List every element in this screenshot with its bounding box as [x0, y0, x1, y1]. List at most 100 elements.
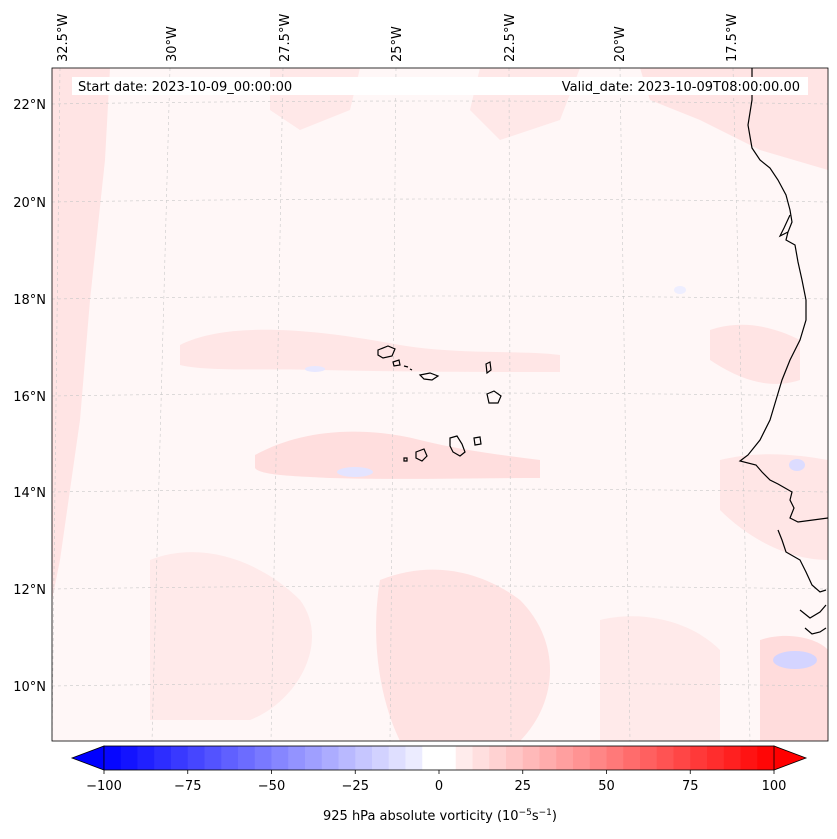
colorbar-segment	[221, 746, 239, 770]
colorbar-segment	[372, 746, 390, 770]
africa-coastline	[738, 68, 828, 635]
colorbar-ticks: −100 −75 −50 −25 0 25 50 75 100	[86, 770, 786, 794]
latitude-labels: 22°N 20°N 18°N 16°N 14°N 12°N 10°N	[13, 98, 46, 695]
meridian-line	[508, 68, 512, 741]
colorbar-segment	[238, 746, 256, 770]
colorbar-segment	[120, 746, 138, 770]
colorbar-segment	[539, 746, 557, 770]
colorbar-segment	[355, 746, 373, 770]
colorbar-segment	[104, 746, 122, 770]
colorbar-segment	[673, 746, 691, 770]
parallel-line	[52, 198, 828, 203]
lat-label: 12°N	[13, 583, 46, 598]
meridian-line	[389, 68, 397, 741]
lat-label: 14°N	[13, 486, 46, 501]
colorbar-segment	[154, 746, 172, 770]
colorbar-tick-label: −50	[258, 779, 285, 794]
lat-label: 18°N	[13, 293, 46, 308]
meridian-line	[151, 68, 171, 741]
colorbar-segment	[640, 746, 658, 770]
colorbar-tick-label: 0	[435, 779, 443, 794]
vorticity-patch	[674, 286, 686, 294]
colorbar-segment	[723, 746, 741, 770]
parallel-line	[52, 392, 828, 397]
valid-date-label: Valid_date: 2023-10-09T08:00:00.00	[562, 80, 800, 95]
graticule	[52, 68, 828, 741]
vorticity-patch	[180, 329, 560, 372]
island-santo-antao	[377, 345, 396, 359]
colorbar-tick-label: −75	[174, 779, 201, 794]
lon-label: 32.5°W	[56, 14, 71, 62]
colorbar-segment	[187, 746, 205, 770]
colorbar-segment	[556, 746, 574, 770]
vorticity-patch	[52, 68, 110, 600]
start-date-box	[72, 77, 312, 95]
colorbar-segment	[589, 746, 607, 770]
colorbar-segment	[305, 746, 323, 770]
vorticity-patch	[376, 569, 550, 741]
coast-detail	[778, 214, 791, 238]
colorbar-segment	[405, 746, 423, 770]
colorbar-segment	[707, 746, 725, 770]
parallel-line	[52, 585, 828, 590]
lon-label: 27.5°W	[278, 14, 293, 62]
colorbar-segment	[137, 746, 155, 770]
colorbar-segments	[104, 746, 775, 770]
parallel-line	[52, 488, 828, 493]
vorticity-patch	[150, 552, 312, 720]
island-santiago	[449, 435, 466, 457]
colorbar-segment	[522, 746, 540, 770]
lon-label: 25°W	[390, 26, 405, 62]
colorbar-high-extend	[773, 745, 808, 771]
vorticity-patch	[773, 651, 817, 669]
colorbar-segment	[388, 746, 406, 770]
island-boa-vista	[486, 390, 502, 404]
colorbar-segment	[171, 746, 189, 770]
island-sal	[485, 361, 492, 375]
colorbar-segment	[204, 746, 222, 770]
island-brava	[403, 457, 408, 462]
lat-label: 10°N	[13, 680, 46, 695]
vorticity-patch	[710, 324, 800, 384]
colorbar-segment	[321, 746, 339, 770]
lon-label: 22.5°W	[503, 14, 518, 62]
colorbar-segment	[455, 746, 473, 770]
colorbar-title: 925 hPa absolute vorticity (10−5s−1)	[323, 808, 557, 824]
vorticity-patch	[255, 431, 540, 479]
cape-verde-islands	[377, 345, 502, 462]
colorbar-segment	[506, 746, 524, 770]
parallel-line	[52, 682, 828, 687]
colorbar-segment	[757, 746, 775, 770]
vorticity-patch	[720, 454, 828, 560]
island-santa-luzia	[403, 365, 413, 371]
valid-date-box	[312, 77, 808, 95]
vorticity-patch	[337, 467, 373, 477]
coastlines	[738, 68, 828, 635]
colorbar-tick-label: 100	[762, 779, 787, 794]
colorbar-low-extend	[70, 745, 105, 771]
colorbar-segment	[623, 746, 641, 770]
colorbar-tick-label: 25	[514, 779, 531, 794]
meridian-line	[52, 68, 61, 741]
island-fogo	[415, 448, 428, 462]
colorbar-segment	[439, 746, 457, 770]
lon-label: 30°W	[165, 26, 180, 62]
colorbar-segment	[656, 746, 674, 770]
meridian-line	[732, 68, 751, 741]
colorbar-tick-label: 75	[682, 779, 699, 794]
meridian-line	[270, 68, 284, 741]
colorbar-segment	[422, 746, 440, 770]
colorbar-tick-label: 50	[598, 779, 615, 794]
colorbar-segment	[271, 746, 289, 770]
vorticity-patch	[600, 616, 720, 741]
vorticity-patch	[789, 459, 805, 471]
colorbar-segment	[489, 746, 507, 770]
colorbar-tick-label: −25	[342, 779, 369, 794]
island-sao-vicente	[392, 359, 401, 367]
colorbar-segment	[472, 746, 490, 770]
colorbar-segment	[740, 746, 758, 770]
lon-label: 20°W	[613, 26, 628, 62]
start-date-label: Start date: 2023-10-09_00:00:00	[78, 80, 292, 95]
lon-label: 17.5°W	[725, 14, 740, 62]
